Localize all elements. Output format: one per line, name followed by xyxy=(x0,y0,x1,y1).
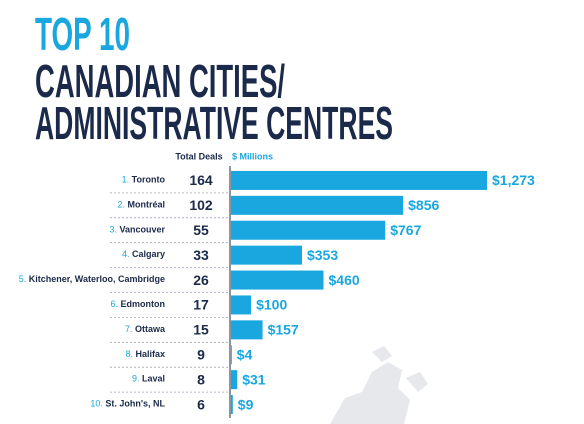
rank: 8. xyxy=(125,349,133,359)
bar xyxy=(231,170,487,190)
category-label: 10. St. John's, NL xyxy=(90,399,165,409)
bar xyxy=(231,295,252,315)
deal-count: 102 xyxy=(189,197,213,213)
deal-count: 6 xyxy=(197,396,205,412)
deal-count: 8 xyxy=(197,371,205,387)
title-line: TOP 10 xyxy=(35,8,130,60)
deal-count: 15 xyxy=(193,322,209,338)
title-line: CANADIAN CITIES/ xyxy=(35,55,285,107)
deal-count: 26 xyxy=(193,272,209,288)
deal-count: 17 xyxy=(193,297,209,313)
deal-count: 164 xyxy=(189,172,213,188)
rank: 6. xyxy=(110,299,118,309)
value-label: $353 xyxy=(307,247,338,263)
column-header: $ Millions xyxy=(232,151,273,161)
value-label: $4 xyxy=(237,346,253,362)
value-label: $856 xyxy=(408,197,439,213)
city-name: Vancouver xyxy=(119,225,165,235)
value-label: $9 xyxy=(238,396,254,412)
value-label: $157 xyxy=(268,322,299,338)
city-name: Ottawa xyxy=(135,324,166,334)
value-label: $31 xyxy=(242,371,266,387)
category-label: 9. Laval xyxy=(132,374,165,384)
rank: 7. xyxy=(125,324,133,334)
bar xyxy=(231,220,386,240)
city-name: Calgary xyxy=(132,250,165,260)
city-name: Toronto xyxy=(132,175,166,185)
value-label: $100 xyxy=(256,297,287,313)
category-label: 2. Montréal xyxy=(117,200,165,210)
category-label: 7. Ottawa xyxy=(125,324,166,334)
rank: 4. xyxy=(122,250,130,260)
title-line: ADMINISTRATIVE CENTRES xyxy=(35,97,393,149)
rank: 1. xyxy=(122,175,130,185)
value-label: $460 xyxy=(329,272,360,288)
bar xyxy=(231,370,238,390)
bar xyxy=(231,345,232,365)
category-label: 1. Toronto xyxy=(122,175,166,185)
bar xyxy=(231,395,233,415)
column-header: Total Deals xyxy=(175,151,222,161)
rank: 2. xyxy=(117,200,125,210)
rank: 9. xyxy=(132,374,140,384)
city-name: Laval xyxy=(142,374,165,384)
deal-count: 55 xyxy=(193,222,209,238)
city-name: Montréal xyxy=(127,200,165,210)
deal-count: 9 xyxy=(197,346,205,362)
bar xyxy=(231,245,302,265)
category-label: 5. Kitchener, Waterloo, Cambridge xyxy=(19,274,165,284)
category-label: 4. Calgary xyxy=(122,250,165,260)
value-label: $1,273 xyxy=(492,172,535,188)
map-decoration xyxy=(330,346,428,424)
bar xyxy=(231,195,404,215)
city-name: Kitchener, Waterloo, Cambridge xyxy=(29,274,165,284)
category-label: 6. Edmonton xyxy=(110,299,165,309)
rank: 3. xyxy=(109,225,117,235)
category-label: 3. Vancouver xyxy=(109,225,165,235)
bar xyxy=(231,270,324,290)
bar xyxy=(231,320,263,340)
value-label: $767 xyxy=(390,222,421,238)
deal-count: 33 xyxy=(193,247,209,263)
rank: 10. xyxy=(90,399,103,409)
city-name: St. John's, NL xyxy=(105,399,165,409)
city-name: Halifax xyxy=(135,349,165,359)
city-name: Edmonton xyxy=(121,299,166,309)
rank: 5. xyxy=(19,274,27,284)
category-label: 8. Halifax xyxy=(125,349,165,359)
